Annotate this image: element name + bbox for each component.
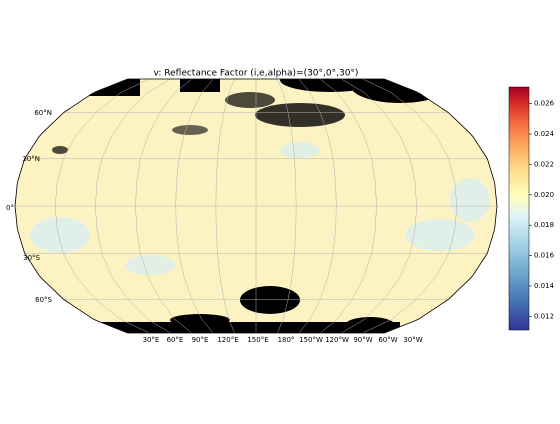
lon-label: 60°W [378, 336, 397, 344]
map-body [15, 79, 497, 333]
colorbar-tick-label: 0.012 [534, 312, 554, 320]
map-outline [14, 78, 498, 334]
colorbar-tick-label: 0.020 [534, 191, 554, 199]
lon-label: 150°W [299, 336, 323, 344]
low-reflectance-patches [30, 142, 490, 275]
colorbar-tick-label: 0.026 [534, 100, 555, 108]
colorbar [508, 86, 530, 331]
lon-label: 90°W [353, 336, 372, 344]
lon-label: 30°E [143, 336, 160, 344]
lat-label: 0° [6, 204, 14, 212]
lon-label: 120°W [325, 336, 349, 344]
lon-label: 60°E [167, 336, 184, 344]
map-title: v: Reflectance Factor (i,e,alpha)=(30°,0… [154, 69, 359, 79]
lat-label: 30°N [22, 155, 40, 163]
colorbar-tick-label: 0.018 [534, 221, 554, 229]
lon-label: 30°W [403, 336, 422, 344]
lat-label: 30°S [23, 254, 40, 262]
lon-label: 150°E [247, 336, 268, 344]
lon-label: 90°E [192, 336, 209, 344]
colorbar-tick-label: 0.022 [534, 160, 554, 168]
lat-label: 60°N [34, 109, 52, 117]
lon-labels: 30°E 60°E 90°E 120°E 150°E 180° 150°W 120°W 90°W… [143, 336, 423, 344]
lon-label: 120°E [217, 336, 238, 344]
colorbar-tick-label: 0.024 [534, 130, 555, 138]
colorbar-tick-label: 0.016 [534, 252, 555, 260]
lon-label: 180° [278, 336, 295, 344]
colorbar-tick-label: 0.014 [534, 282, 555, 290]
colorbar-ticks: 0.012 0.014 0.016 0.018 0.020 0.022 0.024 0.026 [529, 100, 555, 320]
lat-label: 60°S [35, 296, 52, 304]
